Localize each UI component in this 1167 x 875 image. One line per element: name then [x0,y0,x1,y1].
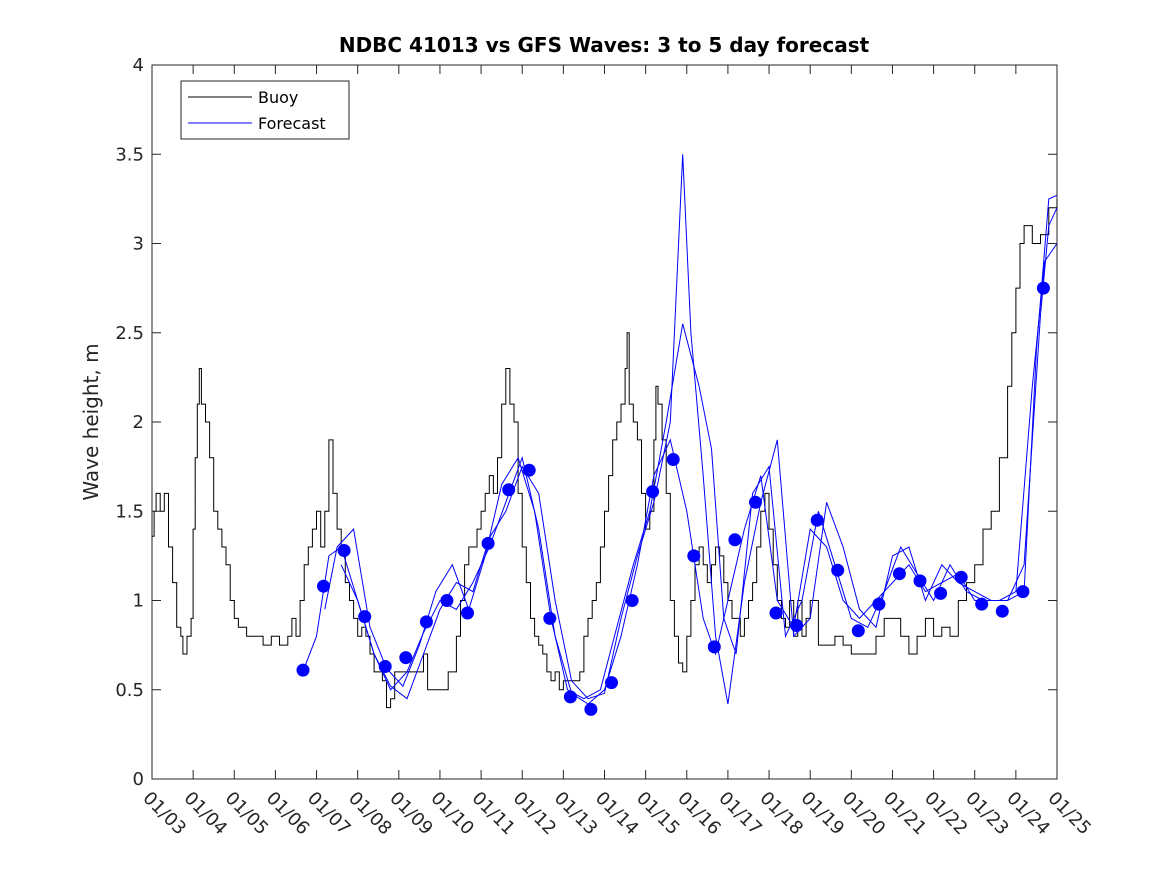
x-tick-label: 01/25 [1043,788,1095,840]
forecast-point [790,619,804,632]
y-tick-label: 2.5 [115,323,144,344]
x-tick-label: 01/08 [344,788,396,840]
y-tick-label: 3.5 [115,144,144,165]
forecast-point [296,663,310,677]
y-tick-label: 0 [133,769,144,790]
forecast-point [831,563,845,577]
forecast-line-3 [340,154,1058,705]
forecast-point [872,597,886,611]
x-tick-label: 01/20 [838,788,890,840]
forecast-point [317,579,330,593]
buoy-line [152,198,1058,709]
forecast-point [522,463,536,477]
x-tick-label: 01/03 [138,788,190,840]
legend-forecast-label: Forecast [258,114,326,133]
y-tick-label: 1 [133,591,144,612]
forecast-point [461,606,474,620]
y-tick-label: 0.5 [115,680,144,701]
forecast-point [358,610,372,624]
x-tick-label: 01/16 [673,788,725,840]
y-tick-label: 1.5 [115,501,144,522]
forecast-point [481,536,495,550]
forecast-point [337,544,351,557]
x-tick-label: 01/22 [920,788,972,840]
forecast-point [810,513,824,527]
x-tick-label: 01/21 [879,788,931,840]
legend-box [180,80,350,140]
x-tick-label: 01/24 [1002,788,1054,840]
x-tick-label: 01/12 [509,788,561,840]
forecast-point [399,651,413,665]
x-tick-label: 01/19 [797,788,849,840]
forecast-point [1016,585,1030,599]
forecast-point [419,615,433,629]
forecast-point [995,604,1009,618]
x-tick-label: 01/06 [262,788,314,840]
x-tick-label: 01/09 [385,788,437,840]
x-tick-label: 01/13 [550,788,602,840]
x-tick-label: 01/05 [221,788,273,840]
x-tick-label: 01/23 [961,788,1013,840]
forecast-point [934,586,948,600]
series-layer [152,154,1058,716]
legend: Buoy Forecast [180,80,350,140]
plot-area [151,64,1058,780]
x-tick-label: 01/17 [714,788,766,840]
y-axis-label: Wave height, m [79,343,103,500]
x-tick-label: 01/14 [591,788,643,840]
chart-title: NDBC 41013 vs GFS Waves: 3 to 5 day fore… [339,33,870,57]
forecast-point [728,533,742,547]
forecast-point [892,567,906,581]
forecast-point [666,453,680,466]
forecast-point [378,660,392,673]
forecast-point [851,624,865,638]
forecast-point [584,702,598,716]
forecast-point [440,594,454,607]
x-tick-label: 01/07 [303,788,355,840]
forecast-point [605,676,618,690]
x-tick-label: 01/04 [180,788,232,840]
x-tick-label: 01/10 [426,788,478,840]
forecast-point [913,574,927,588]
x-tick-label: 01/18 [756,788,808,840]
forecast-point [749,495,762,509]
x-tick-label: 01/15 [632,788,684,840]
y-tick-label: 2 [133,412,144,433]
forecast-point [543,611,557,625]
legend-buoy-label: Buoy [258,88,298,107]
forecast-point [975,597,989,611]
forecast-point [687,549,701,563]
forecast-point [1036,281,1050,295]
y-tick-label: 3 [133,234,144,255]
forecast-point [502,483,516,497]
y-tick-label: 4 [133,55,144,76]
forecast-point [625,594,639,607]
forecast-point [646,485,660,499]
forecast-point [954,570,968,584]
forecast-point [563,690,577,704]
forecast-point [769,606,783,620]
forecast-point [707,640,721,654]
x-tick-label: 01/11 [468,788,520,840]
